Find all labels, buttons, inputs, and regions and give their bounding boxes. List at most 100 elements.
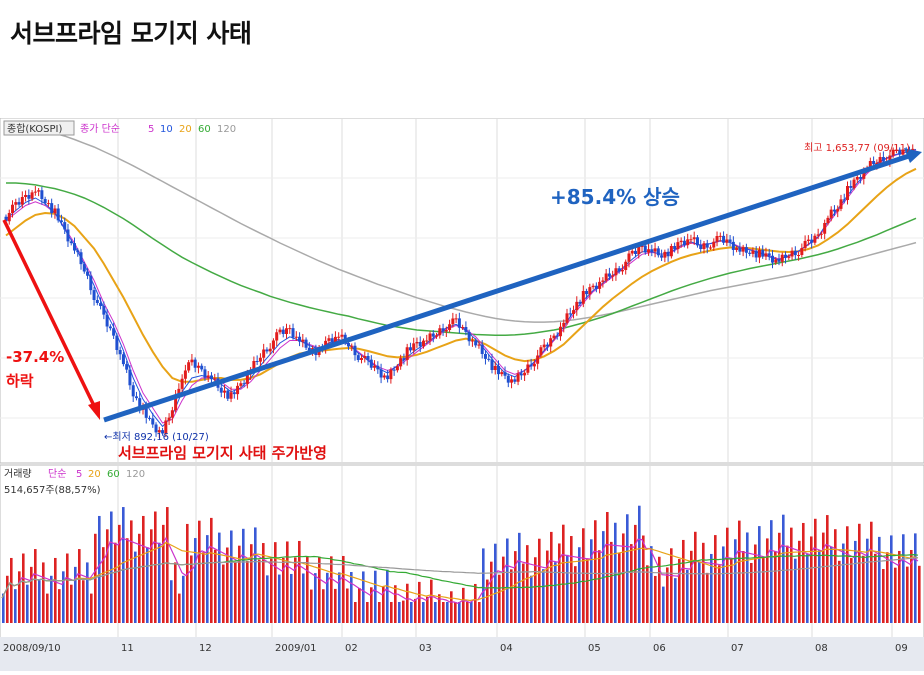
candle-body <box>748 252 752 254</box>
volume-bar <box>786 545 789 623</box>
volume-bar <box>238 545 241 623</box>
volume-bar <box>202 552 205 623</box>
candle-body <box>386 375 390 380</box>
candle-body <box>728 239 732 242</box>
volume-bar <box>274 542 277 623</box>
volume-bar <box>326 572 329 623</box>
high-label: 최고 1,653,77 (09/11) <box>804 142 910 154</box>
candle-body <box>252 361 256 371</box>
volume-bar <box>634 524 637 623</box>
volume-bar <box>138 533 141 623</box>
candle-body <box>421 340 425 347</box>
volume-bar <box>638 505 641 623</box>
volume-bar <box>114 542 117 623</box>
candle-body <box>37 190 41 192</box>
candle-body <box>333 336 337 343</box>
candle-body <box>454 318 458 320</box>
volume-bar <box>522 563 525 623</box>
candle-body <box>285 328 289 334</box>
candle-body <box>842 199 846 201</box>
volume-bar <box>142 515 145 623</box>
candle-body <box>650 249 654 252</box>
volume-bar <box>918 565 921 623</box>
volume-bar <box>686 569 689 623</box>
volume-bar <box>682 539 685 623</box>
volume-bar <box>30 566 33 623</box>
volume-bar <box>406 583 409 623</box>
candle-body <box>872 161 876 165</box>
volume-bar <box>126 538 129 623</box>
volume-bar <box>294 557 297 623</box>
volume-bar <box>98 515 101 623</box>
volume-bar <box>338 572 341 623</box>
candle-body <box>69 241 73 244</box>
volume-bar <box>734 539 737 623</box>
volume-bar <box>250 544 253 623</box>
candle-body <box>735 248 739 250</box>
candle-body <box>718 235 722 237</box>
candle-body <box>767 253 771 256</box>
candle-body <box>754 250 758 258</box>
candle-body <box>360 358 364 360</box>
candle-body <box>852 179 856 188</box>
candle-body <box>797 255 801 256</box>
volume-bar <box>858 523 861 623</box>
candle-body <box>536 355 540 364</box>
candle-body <box>774 259 778 263</box>
rise-label: +85.4% 상승 <box>550 185 680 209</box>
volume-bar <box>530 575 533 623</box>
candle-body <box>699 245 703 249</box>
volume-bar <box>366 602 369 623</box>
volume-bar <box>610 541 613 623</box>
candle-body <box>669 246 673 257</box>
candle-body <box>190 359 194 363</box>
volume-bar <box>182 575 185 623</box>
volume-bar <box>70 584 73 623</box>
volume-bar <box>350 572 353 623</box>
index-label: 종합(KOSPI) <box>7 123 63 135</box>
candle-body <box>82 264 86 272</box>
volume-bar <box>714 535 717 623</box>
candle-body <box>457 318 461 328</box>
candle-body <box>539 347 543 356</box>
candle-body <box>408 347 412 351</box>
volume-bar <box>14 589 17 623</box>
candle-body <box>474 340 478 346</box>
candle-body <box>692 237 696 240</box>
volume-bar <box>850 558 853 623</box>
candle-body <box>294 336 298 338</box>
candle-body <box>431 333 435 337</box>
volume-bar <box>454 602 457 623</box>
candle-body <box>7 213 11 222</box>
candle-body <box>255 361 259 362</box>
candle-body <box>353 345 357 356</box>
candle-body <box>271 340 275 349</box>
candle-body <box>487 358 491 360</box>
volume-bar <box>334 588 337 623</box>
candle-body <box>444 330 448 332</box>
candle-body <box>213 378 217 380</box>
candle-body <box>161 430 165 434</box>
volume-bar <box>82 580 85 623</box>
vol-ma-period-20: 20 <box>88 469 101 480</box>
volume-bar <box>26 584 29 623</box>
candle-body <box>513 379 517 382</box>
volume-bar <box>290 573 293 623</box>
rise-arrow-head <box>904 148 922 163</box>
volume-bar <box>430 579 433 623</box>
volume-bar <box>618 552 621 623</box>
candle-body <box>72 243 76 251</box>
volume-bar <box>558 543 561 623</box>
candle-body <box>50 203 54 214</box>
candle-body <box>219 387 223 393</box>
volume-bar <box>658 556 661 623</box>
candle-body <box>125 364 129 370</box>
candle-body <box>823 223 827 234</box>
volume-bar <box>754 544 757 623</box>
volume-bar <box>314 573 317 623</box>
candle-body <box>435 335 439 337</box>
candle-body <box>79 252 83 265</box>
candle-body <box>350 345 354 347</box>
volume-bar <box>566 554 569 623</box>
x-tick-label: 12 <box>199 643 212 654</box>
